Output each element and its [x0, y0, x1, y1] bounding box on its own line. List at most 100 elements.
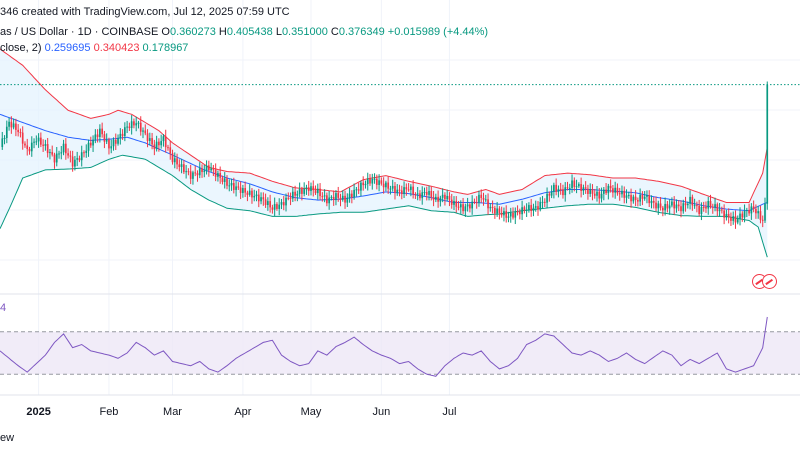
candle: [514, 207, 517, 225]
candle-body: [548, 193, 551, 196]
candle: [464, 203, 467, 218]
candle: [448, 192, 451, 207]
candle-body: [332, 196, 335, 201]
candle-body: [487, 199, 489, 209]
candle-body: [677, 204, 680, 207]
candle: [185, 165, 187, 179]
candle-body: [471, 201, 474, 209]
candle-body: [285, 197, 287, 206]
candle-body: [425, 191, 428, 195]
candle: [330, 195, 333, 201]
time-axis-tick-label: May: [301, 406, 322, 418]
candle-body: [87, 142, 90, 151]
candle: [89, 136, 92, 148]
bollinger-legend[interactable]: close, 2) 0.259695 0.340423 0.178967: [0, 41, 188, 55]
candle: [686, 201, 689, 209]
candle-body: [475, 202, 478, 204]
candle-body: [330, 196, 333, 198]
candle: [462, 197, 464, 215]
candle-body: [183, 164, 185, 173]
candle-body: [203, 170, 206, 173]
candle-body: [207, 165, 210, 171]
symbol-title[interactable]: as / US Dollar · 1D · COINBASE: [0, 26, 159, 38]
candle-body: [117, 138, 119, 144]
candle-body: [539, 201, 542, 210]
candle: [101, 122, 103, 138]
candle: [634, 190, 637, 207]
candle-body: [348, 193, 351, 198]
candle: [530, 198, 533, 217]
candle: [364, 180, 367, 189]
candle: [126, 120, 128, 134]
candle-body: [49, 152, 51, 154]
candle: [373, 173, 376, 184]
candle-body: [180, 164, 183, 167]
candle: [757, 205, 760, 219]
candle-body: [718, 209, 721, 212]
candle-body: [602, 189, 605, 194]
candle-body: [582, 187, 585, 191]
candle-body: [761, 219, 764, 221]
candle-body: [457, 206, 460, 208]
candle: [553, 182, 555, 199]
bollinger-upper-band: [0, 48, 768, 203]
candle: [734, 210, 737, 229]
candle-body: [255, 194, 258, 197]
candle-body: [700, 206, 703, 214]
candle-body: [507, 216, 510, 218]
candle-body: [226, 178, 228, 186]
candle: [130, 115, 133, 135]
candle: [621, 185, 623, 198]
flag-badge-icon[interactable]: [762, 274, 777, 289]
candle: [312, 180, 315, 197]
candle: [718, 202, 721, 217]
candle-body: [83, 152, 85, 154]
candle-body: [375, 178, 378, 185]
candle-body: [160, 141, 163, 146]
ohlc-legend[interactable]: as / US Dollar · 1D · COINBASE O0.360273…: [0, 25, 488, 39]
candle: [557, 185, 560, 198]
candle: [210, 162, 212, 173]
candle: [353, 183, 355, 200]
candle-body: [494, 207, 496, 214]
candle-body: [133, 121, 135, 126]
candle: [657, 200, 660, 215]
open-value: 0.360273: [169, 26, 216, 38]
candle-body: [15, 123, 17, 130]
candle-body: [421, 192, 424, 199]
candle-body: [205, 165, 208, 171]
candle: [652, 197, 655, 209]
candle-body: [53, 154, 56, 163]
candle: [473, 198, 476, 205]
candle: [675, 199, 678, 213]
candle-body: [385, 182, 387, 188]
candle-body: [564, 187, 567, 196]
candle: [528, 202, 530, 213]
candle-body: [55, 153, 58, 163]
candle: [539, 197, 542, 212]
candle: [164, 129, 167, 153]
time-axis[interactable]: 2025 Feb Mar Apr May Jun Jul: [26, 406, 456, 418]
candle: [466, 197, 469, 212]
candle-body: [462, 204, 464, 212]
candle: [677, 199, 680, 212]
candle: [69, 150, 72, 163]
candle-body: [650, 200, 653, 204]
rsi-legend[interactable]: 4: [0, 302, 7, 314]
candle-body: [625, 195, 628, 198]
candle: [748, 203, 750, 216]
candle: [26, 138, 29, 156]
candle: [691, 194, 694, 211]
candle: [30, 136, 33, 157]
candle: [616, 183, 619, 196]
candle: [487, 193, 489, 215]
candle: [505, 205, 508, 223]
candle-body: [76, 158, 79, 160]
candle: [137, 120, 140, 129]
candle: [49, 148, 51, 160]
candle-body: [185, 171, 187, 173]
candle: [335, 190, 337, 206]
candle-body: [273, 204, 276, 210]
candle-body: [198, 168, 201, 176]
